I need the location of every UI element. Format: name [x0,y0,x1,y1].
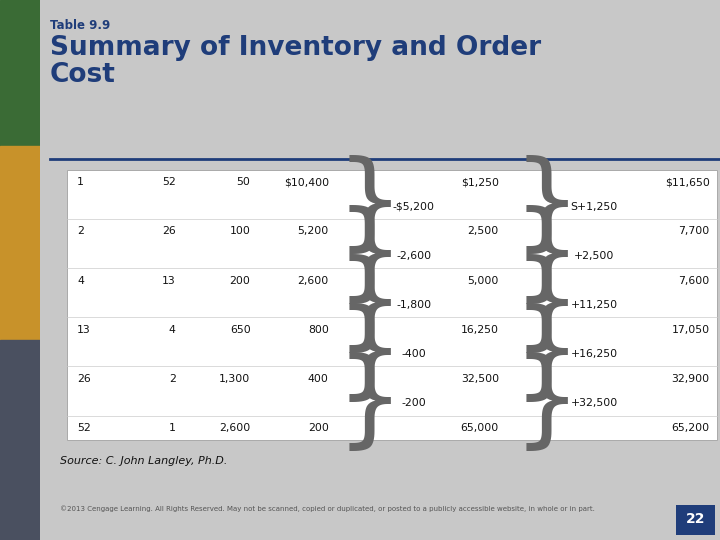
Text: 2,500: 2,500 [467,226,499,237]
FancyBboxPatch shape [676,505,715,535]
Text: 32,900: 32,900 [672,374,710,384]
Text: -1,800: -1,800 [396,300,431,310]
Text: S+1,250: S+1,250 [570,202,618,212]
Text: 16,250: 16,250 [461,325,499,335]
Text: }: } [513,205,581,307]
Text: 52: 52 [77,423,91,433]
Text: }: } [336,156,404,259]
Text: +2,500: +2,500 [574,251,614,261]
Text: 4: 4 [168,325,176,335]
Text: 2,600: 2,600 [297,275,329,286]
Text: }: } [336,254,404,356]
Text: 7,600: 7,600 [678,275,710,286]
Text: 200: 200 [308,423,329,433]
Text: 65,000: 65,000 [461,423,499,433]
Text: -2,600: -2,600 [396,251,431,261]
Text: 1,300: 1,300 [220,374,251,384]
Text: 26: 26 [77,374,91,384]
Text: $1,250: $1,250 [461,177,499,187]
Text: }: } [513,352,581,455]
Text: Summary of Inventory and Order
Cost: Summary of Inventory and Order Cost [50,35,541,88]
Text: 2: 2 [168,374,176,384]
Text: 5,200: 5,200 [297,226,329,237]
Text: 2: 2 [77,226,84,237]
Text: 1: 1 [168,423,176,433]
Text: $10,400: $10,400 [284,177,329,187]
Text: ©2013 Cengage Learning. All Rights Reserved. May not be scanned, copied or dupli: ©2013 Cengage Learning. All Rights Reser… [60,505,595,511]
Text: 26: 26 [162,226,176,237]
Text: 17,050: 17,050 [672,325,710,335]
Text: 7,700: 7,700 [678,226,710,237]
Text: -$5,200: -$5,200 [393,202,435,212]
Text: 100: 100 [230,226,251,237]
Text: $11,650: $11,650 [665,177,710,187]
Text: 13: 13 [162,275,176,286]
Text: 200: 200 [230,275,251,286]
Text: Source: C. John Langley, Ph.D.: Source: C. John Langley, Ph.D. [60,456,228,467]
Text: 650: 650 [230,325,251,335]
Text: 22: 22 [685,512,706,526]
Text: 65,200: 65,200 [672,423,710,433]
Text: }: } [336,303,404,406]
Text: +11,250: +11,250 [570,300,618,310]
FancyBboxPatch shape [0,0,40,146]
Text: }: } [336,205,404,307]
Text: }: } [336,352,404,455]
Text: 13: 13 [77,325,91,335]
Text: 2,600: 2,600 [220,423,251,433]
FancyBboxPatch shape [0,146,40,340]
Text: }: } [513,156,581,259]
Text: }: } [513,254,581,356]
Text: 1: 1 [77,177,84,187]
FancyBboxPatch shape [0,340,40,540]
Text: -200: -200 [402,399,426,408]
Text: 50: 50 [237,177,251,187]
Text: 800: 800 [308,325,329,335]
Text: +32,500: +32,500 [570,399,618,408]
Text: -400: -400 [402,349,426,359]
Text: Table 9.9: Table 9.9 [50,19,110,32]
Text: +16,250: +16,250 [570,349,618,359]
Text: 32,500: 32,500 [461,374,499,384]
Text: 5,000: 5,000 [467,275,499,286]
Text: 4: 4 [77,275,84,286]
Text: }: } [513,303,581,406]
FancyBboxPatch shape [67,170,716,440]
Text: 400: 400 [308,374,329,384]
Text: 52: 52 [162,177,176,187]
